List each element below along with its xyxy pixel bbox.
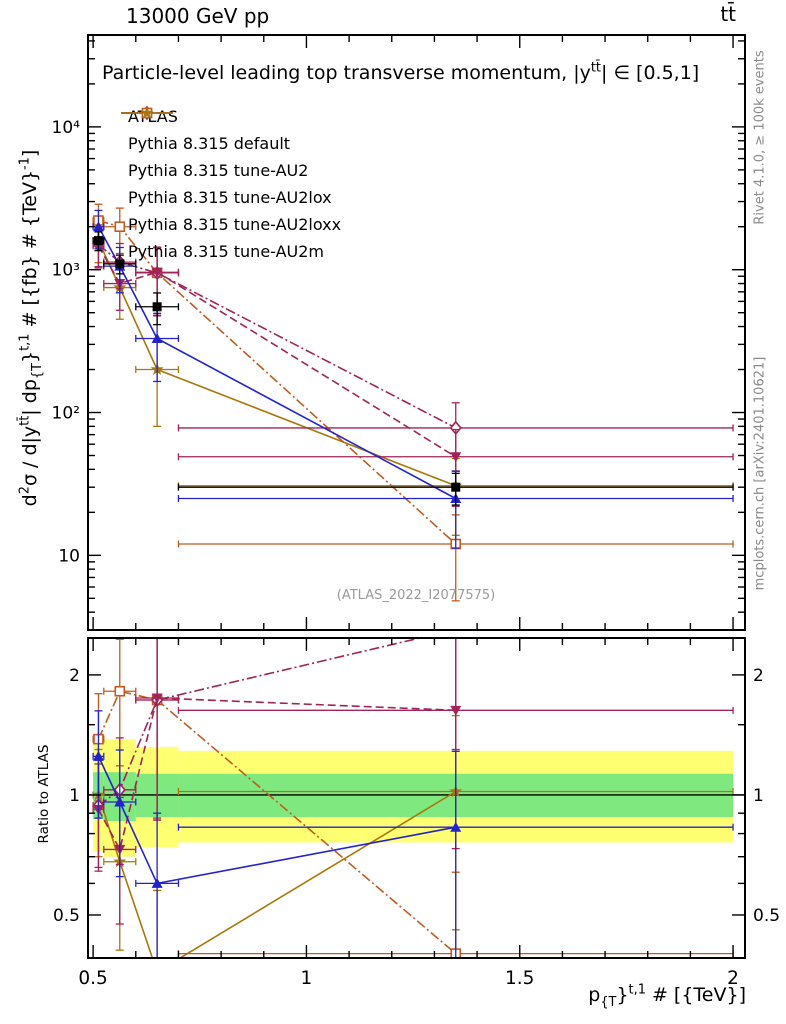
x-axis-label: p{T}t,1 # [{TeV}] [588, 982, 746, 1010]
header-process: tt̄ [720, 2, 736, 26]
axis-ticks [88, 35, 745, 958]
y-axis-label-main: d2σ / d|ytt̄| dp{T}t,1 # [{fb} # {TeV}-1… [17, 149, 45, 507]
legend-label: Pythia 8.315 tune-AU2m [128, 242, 324, 261]
svg-text:0.5: 0.5 [53, 906, 80, 926]
legend-label: ATLAS [128, 107, 178, 126]
legend-item-pythia-8-315-tune-au2lox: Pythia 8.315 tune-AU2lox [118, 105, 341, 211]
svg-text:10: 10 [58, 546, 80, 566]
svg-text:1: 1 [301, 968, 313, 989]
svg-text:2: 2 [753, 666, 764, 686]
y-axis-label-ratio: Ratio to ATLAS [36, 744, 52, 844]
ratio-uncertainty-bands [88, 739, 745, 857]
mcplots-arxiv-note: mcplots.cern.ch [arXiv:2401.10621] [752, 356, 768, 591]
svg-text:10²: 10² [52, 404, 80, 424]
series-pythia-8-315-default-ratio [92, 710, 734, 958]
svg-text:0.5: 0.5 [753, 906, 780, 926]
main-frame [87, 34, 746, 631]
analysis-watermark: (ATLAS_2022_I2077575) [336, 588, 496, 603]
plot-title: Particle-level leading top transverse mo… [102, 60, 700, 84]
svg-text:1.5: 1.5 [505, 968, 534, 989]
header-beam-energy: 13000 GeV pp [126, 4, 270, 28]
legend-item-pythia-8-315-tune-au2loxx: Pythia 8.315 tune-AU2loxx [118, 107, 342, 238]
legend-label: Pythia 8.315 default [128, 134, 291, 153]
series-atlas-main [92, 231, 734, 506]
series-pythia-8-315-tune-au2-main [92, 228, 734, 507]
tick-labels: 10 10² 10³ 10⁴ 0.5 0.5 1 1 2 2 0.5 1 1.5 2 [52, 118, 781, 989]
legend-marker-pythia-8-315-tune-au2m [121, 106, 173, 119]
legend-item-pythia-8-315-tune-au2m: Pythia 8.315 tune-AU2m [118, 106, 341, 265]
svg-text:10⁴: 10⁴ [52, 118, 81, 138]
legend-item-pythia-8-315-default: Pythia 8.315 default [118, 107, 341, 157]
series-pythia-8-315-tune-au2m-main [92, 223, 734, 536]
legend-label: Pythia 8.315 tune-AU2 [128, 161, 309, 180]
svg-text:2: 2 [69, 666, 80, 686]
svg-text:1: 1 [69, 786, 80, 806]
legend-label: Pythia 8.315 tune-AU2lox [128, 188, 332, 207]
svg-text:0.5: 0.5 [78, 968, 107, 989]
svg-text:1: 1 [753, 786, 764, 806]
svg-text:10³: 10³ [52, 261, 80, 281]
rivet-version-note: Rivet 4.1.0, ≥ 100k events [752, 50, 768, 225]
legend-label: Pythia 8.315 tune-AU2loxx [128, 215, 342, 234]
legend-item-pythia-8-315-tune-au2: Pythia 8.315 tune-AU2 [118, 108, 341, 184]
svg-text:2: 2 [727, 968, 739, 989]
ratio-frame [87, 637, 746, 959]
legend: ATLAS Pythia 8.315 default Pythia 8.315 tu… [118, 103, 341, 265]
